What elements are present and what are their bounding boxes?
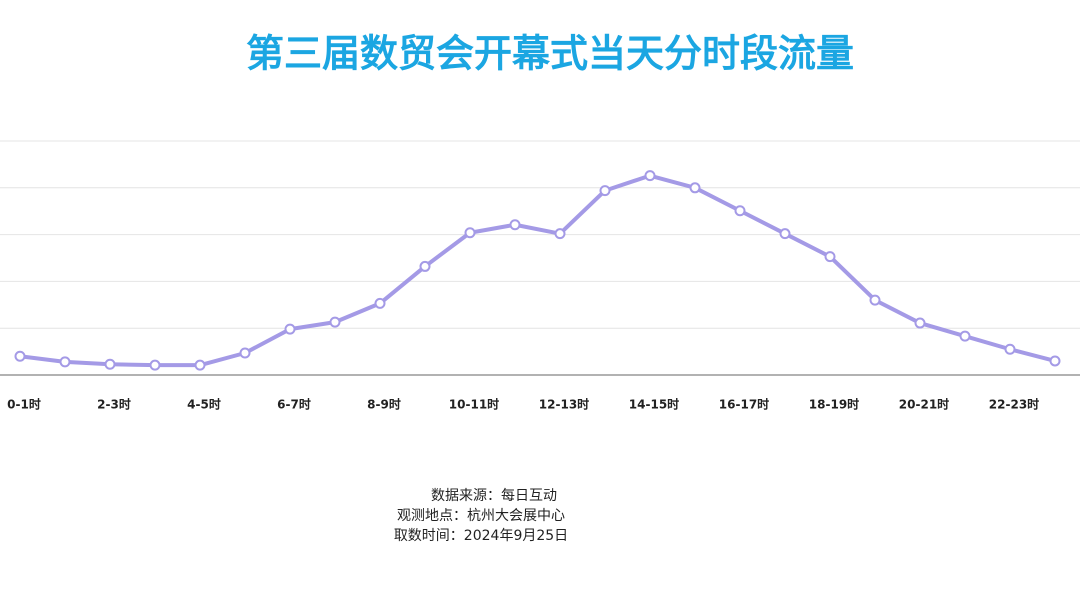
point — [1004, 343, 1016, 355]
point — [959, 330, 971, 342]
x-tick-label: 20-21时 — [899, 397, 949, 412]
point — [554, 228, 566, 240]
point — [239, 347, 251, 359]
point — [419, 260, 431, 272]
x-tick-label: 18-19时 — [809, 397, 859, 412]
chart-title: 第三届数贸会开幕式当天分时段流量 — [246, 32, 854, 76]
point — [194, 359, 206, 371]
x-tick-label: 10-11时 — [449, 397, 499, 412]
point — [689, 182, 701, 194]
x-tick-label: 2-3时 — [97, 397, 131, 412]
point — [869, 294, 881, 306]
point — [779, 228, 791, 240]
x-tick-label: 16-17时 — [719, 397, 769, 412]
note: 取数时间：2024年9月25日 — [394, 528, 568, 544]
point — [1049, 355, 1061, 367]
point — [734, 205, 746, 217]
point — [599, 185, 611, 197]
note: 观测地点：杭州大会展中心 — [397, 508, 565, 524]
point — [644, 170, 656, 182]
x-tick-label: 14-15时 — [629, 397, 679, 412]
x-tick-label: 6-7时 — [277, 397, 311, 412]
point — [464, 227, 476, 239]
point — [374, 297, 386, 309]
x-tick-label: 0-1时 — [7, 397, 41, 412]
point — [824, 251, 836, 263]
point — [329, 316, 341, 328]
point — [14, 350, 26, 362]
x-tick-label: 8-9时 — [367, 397, 401, 412]
x-tick-label: 12-13时 — [539, 397, 589, 412]
point — [914, 317, 926, 329]
point — [284, 323, 296, 335]
point — [59, 356, 71, 368]
x-tick-label: 22-23时 — [989, 397, 1039, 412]
point — [104, 358, 116, 370]
point — [149, 359, 161, 371]
point — [509, 219, 521, 231]
x-tick-label: 4-5时 — [187, 397, 221, 412]
line — [19, 173, 1056, 368]
note: 数据来源：每日互动 — [431, 488, 557, 504]
